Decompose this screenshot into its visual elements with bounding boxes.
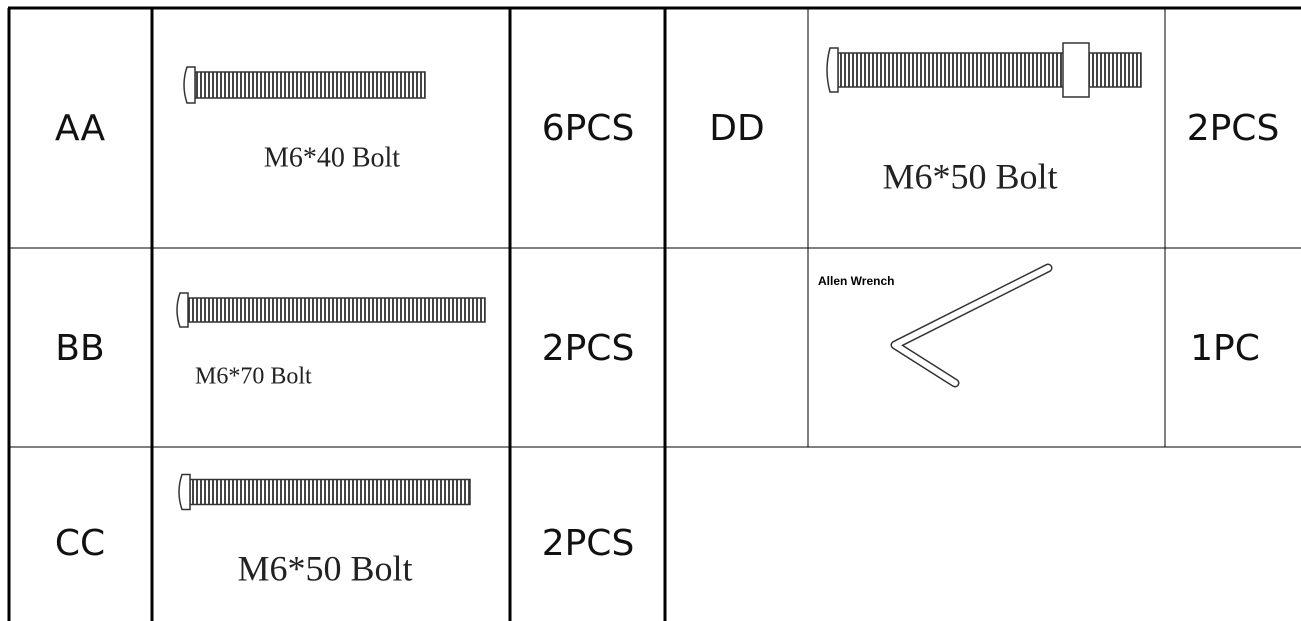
part-qty: 2PCS: [1187, 108, 1280, 149]
bolt-head: [826, 47, 839, 93]
part-label: M6*50 Bolt: [237, 548, 412, 588]
part-code: AA: [55, 108, 106, 149]
part-label: M6*50 Bolt: [882, 156, 1057, 196]
bolt-shank: [194, 71, 426, 99]
bolt-head: [176, 292, 189, 328]
allen-wrench-drawing: [890, 263, 1053, 388]
bolt-drawing: [176, 292, 486, 328]
part-label: M6*40 Bolt: [264, 142, 400, 173]
bolt-drawing: [183, 66, 426, 104]
bolt-head: [183, 66, 196, 104]
part-qty: 1PC: [1190, 328, 1260, 369]
part-qty: 2PCS: [542, 328, 635, 369]
bolt-drawing: [178, 473, 471, 511]
bolt-nut: [1062, 42, 1090, 98]
bolt-head: [178, 473, 191, 511]
table-borders: [7, 6, 1301, 621]
part-label: Allen Wrench: [818, 274, 894, 288]
bolt-shank: [189, 478, 471, 506]
part-code: DD: [709, 108, 764, 149]
part-code: CC: [55, 523, 105, 564]
part-code: BB: [55, 328, 104, 369]
bolt-shank: [187, 297, 486, 323]
bolt-shank: [837, 52, 1142, 88]
part-label: M6*70 Bolt: [195, 364, 312, 390]
part-qty: 2PCS: [542, 523, 635, 564]
part-qty: 6PCS: [542, 108, 635, 149]
bolt-drawing: [826, 42, 1142, 98]
